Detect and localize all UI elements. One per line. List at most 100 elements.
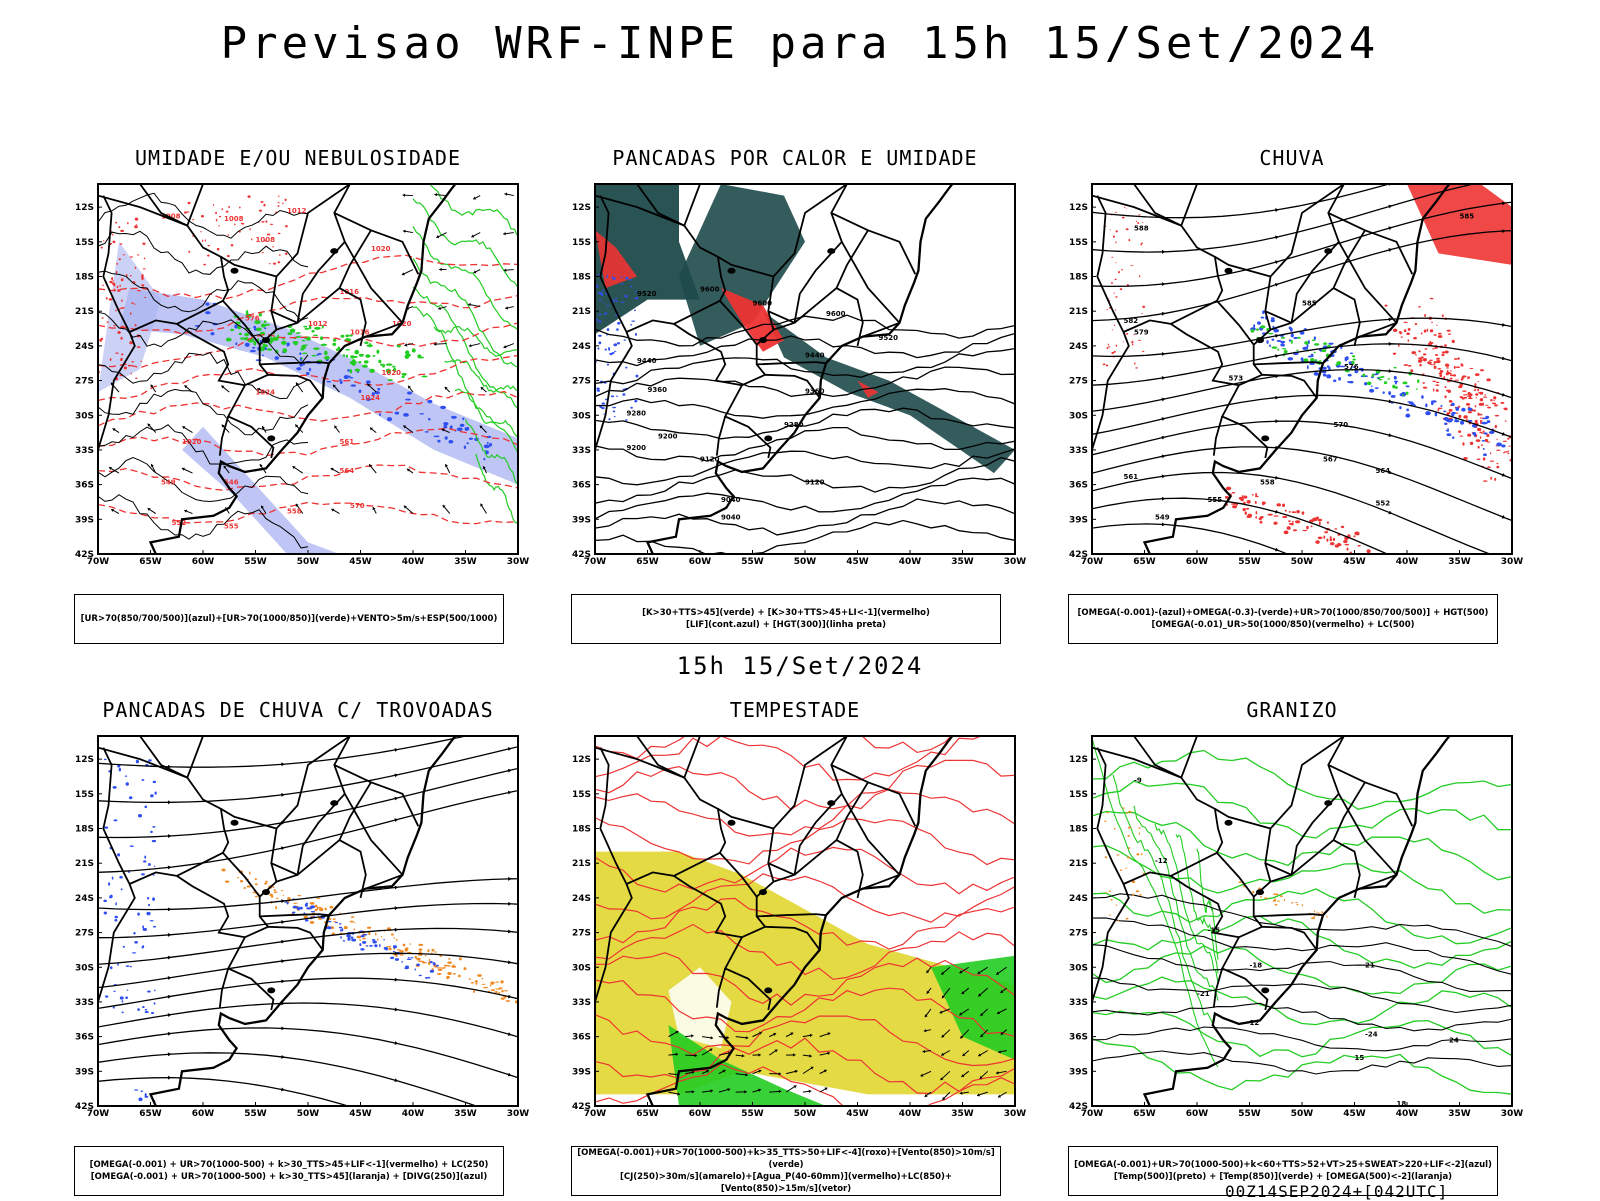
lon-tick-label: 55W bbox=[244, 1109, 267, 1119]
lat-tick-label: 27S bbox=[1069, 377, 1088, 387]
lat-tick-label: 27S bbox=[75, 929, 94, 939]
wind-streamlines bbox=[1071, 176, 1525, 576]
lat-tick-label: 39S bbox=[572, 1067, 591, 1077]
legend-line: [Temp(500)](preto) + [Temp(850)](verde) … bbox=[1069, 1171, 1497, 1183]
contour-label: 570 bbox=[350, 502, 365, 510]
contour-label: 1020 bbox=[182, 438, 202, 446]
lat-tick-label: 21S bbox=[572, 307, 591, 317]
lon-tick-label: 30W bbox=[1501, 557, 1524, 567]
lon-tick-label: 70W bbox=[87, 557, 110, 567]
panel-legend: [OMEGA(-0.001)-(azul)+OMEGA(-0.3)-(verde… bbox=[1068, 594, 1498, 644]
temp850-contour bbox=[1092, 751, 1512, 810]
panel-title: PANCADAS POR CALOR E UMIDADE bbox=[555, 146, 1035, 170]
lat-tick-label: 30S bbox=[1069, 963, 1088, 973]
lat-tick-label: 15S bbox=[572, 238, 591, 248]
lat-tick-label: 33S bbox=[1069, 446, 1088, 456]
wind-streamlines bbox=[77, 728, 531, 1128]
contour-label: 24 bbox=[1449, 1036, 1459, 1044]
temp850-contour bbox=[1092, 1011, 1512, 1056]
humidity-mid-band bbox=[98, 242, 161, 392]
lon-tick-label: 65W bbox=[1133, 557, 1156, 567]
contour-label: 573 bbox=[1229, 375, 1244, 383]
lon-tick-label: 65W bbox=[139, 1109, 162, 1119]
contour-label: 588 bbox=[1134, 224, 1149, 232]
lon-tick-label: 35W bbox=[1448, 557, 1471, 567]
contour-label: 1024 bbox=[361, 394, 381, 402]
panel-title: GRANIZO bbox=[1052, 698, 1532, 722]
contour-label: 9040 bbox=[721, 513, 741, 521]
contour-label: 9520 bbox=[637, 290, 657, 298]
lon-tick-label: 50W bbox=[297, 557, 320, 567]
lat-tick-label: 27S bbox=[75, 377, 94, 387]
lon-tick-label: 60W bbox=[1186, 557, 1209, 567]
lon-tick-label: 45W bbox=[349, 557, 372, 567]
lon-tick-label: 30W bbox=[1501, 1109, 1524, 1119]
contour-label: 21 bbox=[1365, 961, 1375, 969]
legend-line: [OMEGA(-0.001) + UR>70(1000-500) + k>30_… bbox=[75, 1171, 503, 1183]
lon-tick-label: 70W bbox=[1081, 557, 1104, 567]
temp850-contour bbox=[1092, 738, 1218, 1067]
lon-tick-label: 60W bbox=[192, 1109, 215, 1119]
temp850-contour bbox=[1092, 916, 1512, 968]
contour-label: 9200 bbox=[658, 432, 678, 440]
lat-tick-label: 36S bbox=[572, 481, 591, 491]
lat-tick-label: 24S bbox=[572, 342, 591, 352]
lc850-streamline bbox=[595, 728, 1015, 759]
panel-legend: [OMEGA(-0.001) + UR>70(1000-500) + k>30_… bbox=[74, 1146, 504, 1196]
lat-tick-label: 36S bbox=[1069, 1033, 1088, 1043]
lon-tick-label: 60W bbox=[689, 1109, 712, 1119]
lat-tick-label: 36S bbox=[75, 1033, 94, 1043]
contour-label: 1020 bbox=[371, 245, 391, 253]
lon-tick-label: 45W bbox=[349, 1109, 372, 1119]
contour-label: 564 bbox=[1376, 467, 1391, 475]
mid-title: 15h 15/Set/2024 bbox=[0, 652, 1600, 680]
legend-line: [OMEGA(-0.001) + UR>70(1000-500) + k>30_… bbox=[75, 1159, 503, 1171]
contour-label: 9440 bbox=[805, 351, 825, 359]
lon-tick-label: 30W bbox=[1004, 557, 1027, 567]
contour-label: 552 bbox=[172, 519, 187, 527]
lat-tick-label: 21S bbox=[75, 307, 94, 317]
lon-tick-label: 50W bbox=[794, 1109, 817, 1119]
lat-tick-label: 33S bbox=[75, 446, 94, 456]
temp850-contour bbox=[1092, 1039, 1512, 1095]
map-frame bbox=[1092, 736, 1512, 1106]
lon-tick-label: 55W bbox=[1238, 1109, 1261, 1119]
humidity-mid-band bbox=[119, 288, 518, 485]
hgt300-contour bbox=[595, 499, 1015, 535]
lon-tick-label: 55W bbox=[741, 557, 764, 567]
contour-label: 1012 bbox=[308, 320, 328, 328]
contour-label: 9600 bbox=[826, 310, 846, 318]
green-contour bbox=[413, 176, 518, 237]
lon-tick-label: 40W bbox=[899, 1109, 922, 1119]
contour-label: 1020 bbox=[382, 369, 402, 377]
lon-tick-label: 35W bbox=[1448, 1109, 1471, 1119]
lat-tick-label: 24S bbox=[75, 894, 94, 904]
contour-label: 561 bbox=[1124, 473, 1139, 481]
contour-label: 582 bbox=[1124, 317, 1139, 325]
lon-tick-label: 60W bbox=[192, 557, 215, 567]
contour-label: 1016 bbox=[350, 328, 370, 336]
lat-tick-label: 18S bbox=[572, 825, 591, 835]
lat-tick-label: 15S bbox=[1069, 238, 1088, 248]
lat-tick-label: 21S bbox=[75, 859, 94, 869]
contour-label: 561 bbox=[340, 438, 355, 446]
lat-tick-label: 18S bbox=[1069, 273, 1088, 283]
contour-label: 579 bbox=[1134, 328, 1149, 336]
lat-tick-label: 12S bbox=[1069, 203, 1088, 213]
contour-label: 567 bbox=[1323, 456, 1338, 464]
thickness-dashed-line bbox=[98, 255, 518, 299]
lon-tick-label: 40W bbox=[402, 1109, 425, 1119]
lon-tick-label: 50W bbox=[1291, 1109, 1314, 1119]
legend-line: [OMEGA(-0.001)+UR>70(1000-500)+k<60+TTS>… bbox=[1069, 1159, 1497, 1171]
lon-tick-label: 45W bbox=[1343, 1109, 1366, 1119]
contour-label: -12 bbox=[1155, 857, 1168, 865]
contour-label: 558 bbox=[287, 508, 302, 516]
red-small-blobs bbox=[184, 195, 288, 265]
lon-tick-label: 35W bbox=[454, 1109, 477, 1119]
contour-label: 585 bbox=[1460, 213, 1475, 221]
legend-line: [LIF](cont.azul) + [HGT(300)](linha pret… bbox=[572, 619, 1000, 631]
lat-tick-label: 21S bbox=[572, 859, 591, 869]
lon-tick-label: 50W bbox=[1291, 557, 1314, 567]
lon-tick-label: 30W bbox=[1004, 1109, 1027, 1119]
